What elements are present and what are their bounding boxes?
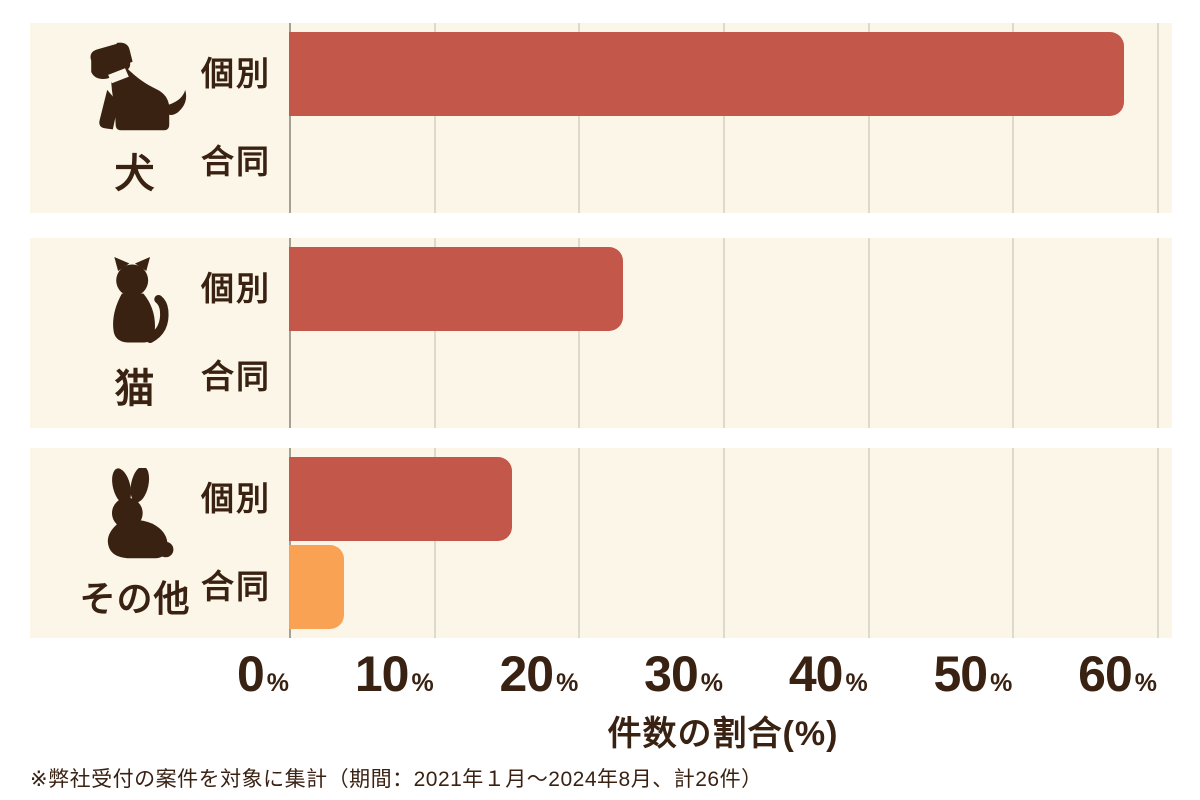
tick-number: 60 [1078,646,1133,702]
row-dog-individual: 個別 [30,32,1172,116]
bar-dog-individual [289,32,1124,116]
series-label-joint: 合同 [201,143,271,180]
bar-other-individual [289,457,512,541]
gridline [867,238,870,428]
row-other-joint: 合同 [30,545,1172,629]
rabbit-icon [107,468,174,559]
x-tick-4: 40% [718,645,868,703]
x-tick-1: 10% [284,645,434,703]
tick-percent: % [266,669,289,697]
footnote: ※弊社受付の案件を対象に集計（期間：2021年１月～2024年8月、計26件） [30,768,763,791]
chart-panel-cat: 猫 個別 合同 [30,238,1172,428]
tick-percent: % [1134,669,1157,697]
tick-percent: % [845,669,868,697]
gridline [723,238,725,428]
tick-percent: % [700,669,723,697]
category-other: その他 [55,466,215,624]
row-other-individual: 個別 [30,457,1172,541]
axis-zero-line [289,448,291,638]
chart-panel-dog: 犬 個別 合同 [30,23,1172,213]
x-axis-title: 件数の割合(%) [607,715,839,753]
gridline [867,448,870,638]
series-label-individual: 個別 [201,270,271,307]
tick-percent: % [556,669,579,697]
category-label-dog: 犬 [114,152,156,196]
gridline [1012,23,1015,213]
series-label-joint: 合同 [201,358,271,395]
axis-zero-line [289,23,291,213]
row-cat-individual: 個別 [30,247,1172,331]
gridline [1157,448,1159,638]
tick-number: 30 [644,646,699,702]
gridline [433,448,436,638]
axis-zero-line [289,238,291,428]
cat-icon [113,256,169,343]
x-tick-5: 50% [862,645,1012,703]
bar-other-joint [289,545,344,629]
gridline [723,448,725,638]
chart-panel-other: その他 個別 合同 [30,448,1172,638]
gridline [1012,448,1015,638]
x-tick-6: 60% [1007,645,1157,703]
gridline [867,23,870,213]
gridline [578,238,581,428]
row-cat-joint: 合同 [30,335,1172,419]
gridline [433,23,436,213]
category-label-other: その他 [79,578,191,619]
gridline [433,238,436,428]
x-tick-3: 30% [573,645,723,703]
tick-number: 10 [354,646,410,702]
tick-number: 0 [236,646,265,702]
gridline [1157,23,1159,213]
gridline [723,23,725,213]
gridline [578,23,581,213]
tick-number: 20 [499,646,554,702]
gridline [578,448,581,638]
tick-percent: % [990,669,1013,697]
row-dog-joint: 合同 [30,120,1172,204]
category-cat: 猫 [55,256,215,414]
x-tick-0: 0% [139,645,289,703]
series-label-individual: 個別 [201,55,271,92]
dog-icon [90,42,186,131]
x-tick-2: 20% [428,645,578,703]
gridline [1012,238,1015,428]
tick-percent: % [411,669,434,697]
x-axis: 0% 10% 20% 30% 40% 50% 60% [0,645,1200,703]
category-label-cat: 猫 [114,367,156,411]
series-label-individual: 個別 [201,480,271,517]
series-label-joint: 合同 [201,568,271,605]
category-dog: 犬 [55,41,215,199]
tick-number: 40 [788,646,844,702]
tick-number: 50 [933,646,988,702]
bar-cat-individual [289,247,624,331]
gridline [1157,238,1159,428]
